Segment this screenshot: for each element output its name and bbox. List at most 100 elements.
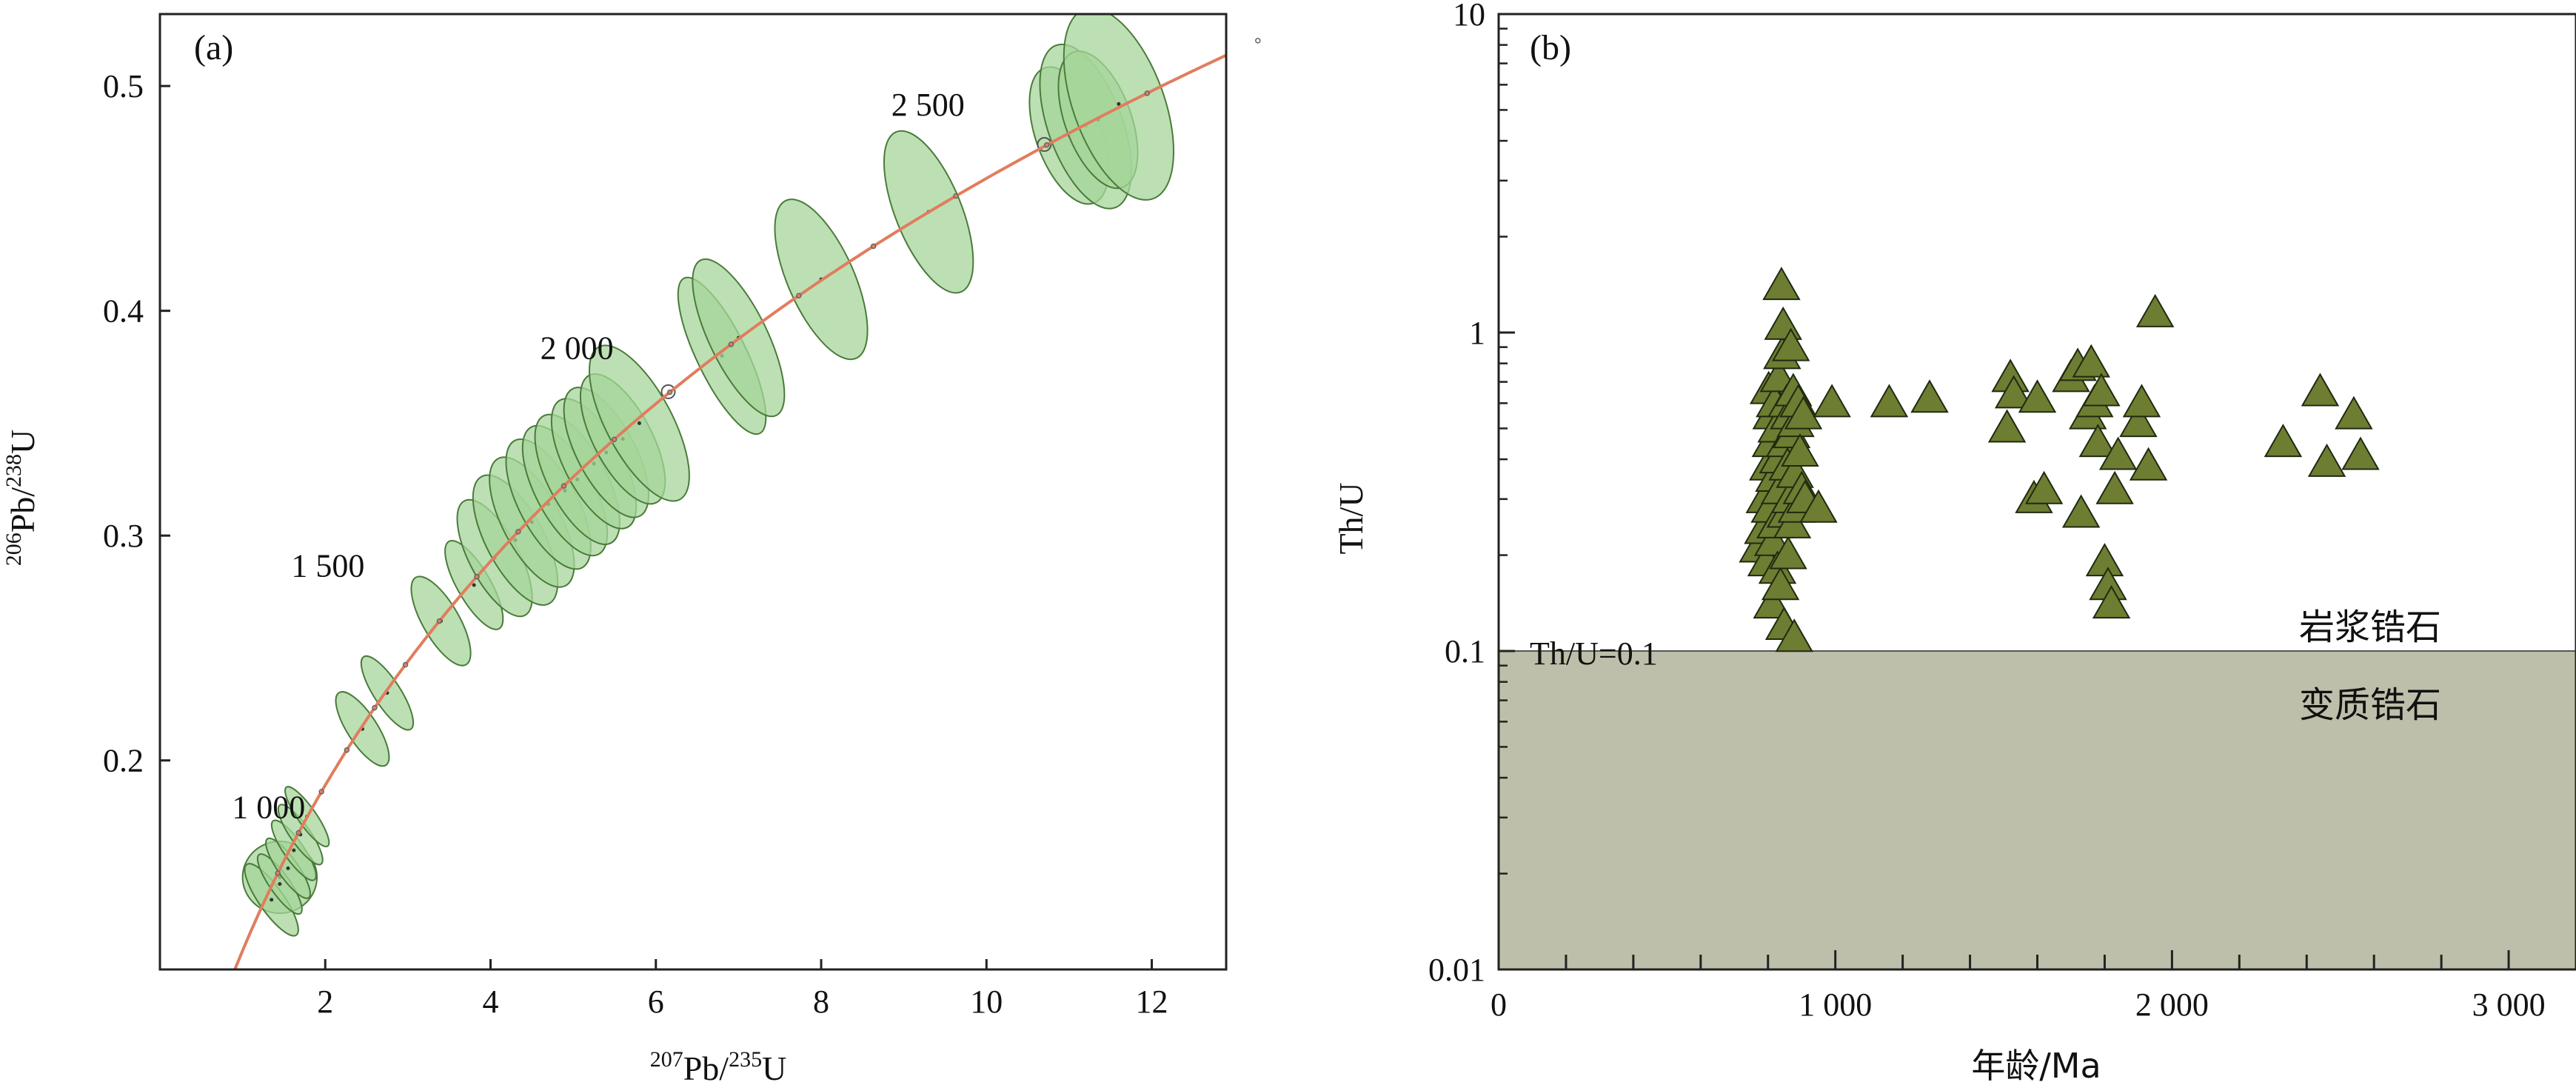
concordia-age-label: 2 000	[541, 330, 614, 367]
metamorphic-zircon-label: 变质锆石	[2299, 684, 2441, 726]
x-tick-label-a: 8	[813, 984, 829, 1020]
th-u-triangle	[2264, 424, 2303, 458]
concordia-age-label: 1 500	[291, 548, 364, 584]
concordia-age-label: 2 500	[891, 87, 965, 123]
y-tick-label-b: 10	[1453, 0, 1485, 33]
th-u-triangle	[2082, 373, 2121, 407]
th-u-triangle	[1764, 306, 1802, 340]
ellipse-center-dot	[286, 866, 290, 870]
th-u-triangle	[1799, 489, 1838, 523]
x-tick-label-a: 10	[970, 984, 1003, 1020]
th-u-triangle	[1813, 384, 1851, 418]
th-u-triangle	[1784, 395, 1823, 430]
ellipse-center-dot	[637, 421, 641, 425]
panel-label-b: (b)	[1530, 28, 1571, 67]
th-u-triangle	[2098, 436, 2138, 470]
concordia-age-mark	[953, 193, 959, 199]
x-axis-title-b: 年龄/Ma	[1971, 1046, 2101, 1085]
th-u-points	[1739, 267, 2380, 652]
y-tick-label-a: 0.5	[103, 68, 144, 104]
concordia-age-mark	[515, 529, 521, 535]
y-axis-title-b: Th/U	[1332, 482, 1370, 554]
y-axis-ticks-a: 0.2 0.3 0.4 0.5	[103, 68, 170, 779]
concordia-age-mark	[1144, 90, 1151, 96]
plot-frame-a	[158, 13, 1228, 971]
panel-label-a: (a)	[194, 28, 233, 67]
concordia-age-mark	[372, 704, 378, 711]
concordia-age-mark	[870, 243, 877, 250]
threshold-label: Th/U=0.1	[1530, 635, 1658, 672]
x-tick-label-a: 4	[483, 984, 499, 1020]
x-axis-ticks-a: 2 4 6 8 10 12	[317, 959, 1168, 1020]
ellipse-center-dot	[270, 898, 274, 902]
y-tick-label-b: 0.1	[1445, 633, 1485, 670]
x-tick-label-b: 2 000	[2135, 986, 2209, 1023]
th-u-triangle	[1987, 409, 2027, 443]
ellipse-center-dot	[472, 583, 476, 587]
concordia-age-mark	[666, 389, 673, 395]
concordia-age-mark	[402, 661, 409, 668]
concordia-age-mark	[436, 618, 443, 624]
y-axis-ticks-b: 0.01 0.1 1 10	[1428, 0, 1515, 988]
y-axis-title-a: 206Pb/238U	[1, 430, 41, 567]
concordia-age-mark	[344, 747, 350, 753]
x-tick-label-a: 2	[317, 984, 333, 1020]
th-u-triangle	[1753, 585, 1791, 619]
th-u-triangle	[1771, 327, 1810, 361]
concordia-age-mark	[275, 870, 281, 876]
x-axis-ticks-b: 0 1 000 2 000 3 000	[1491, 950, 2576, 1023]
x-tick-label-b: 3 000	[2472, 986, 2546, 1023]
concordia-age-labels: 1 000 1 500 2 000 2 500	[232, 38, 1261, 876]
th-u-triangle	[2072, 344, 2110, 378]
y-tick-label-b: 0.01	[1428, 952, 1485, 988]
y-tick-label-a: 0.2	[103, 743, 144, 779]
ellipse-center-dot	[292, 848, 296, 852]
concordia-age-mark	[1043, 142, 1050, 148]
x-tick-label-b: 0	[1491, 986, 1507, 1023]
x-tick-label-a: 6	[648, 984, 664, 1020]
th-u-triangle	[2085, 543, 2124, 577]
x-tick-label-b: 1 000	[1799, 986, 1872, 1023]
concordia-age-mark	[295, 829, 301, 836]
th-u-panel: 0 1 000 2 000 3 000 0.01 0.1 1 10 (b) Th/U=0.1…	[1332, 0, 2576, 1085]
concordia-curve	[233, 53, 1226, 969]
concordia-age-mark	[318, 789, 324, 795]
th-u-triangle	[1781, 433, 1819, 467]
concordia-age-label: 1 000	[232, 789, 305, 825]
concordia-age-mark	[1255, 38, 1261, 44]
th-u-triangle	[1994, 375, 2033, 409]
th-u-triangle	[1910, 379, 1949, 413]
open-circle-marker	[660, 384, 676, 399]
th-u-triangle	[1761, 567, 1800, 601]
th-u-triangle	[2129, 447, 2168, 481]
th-u-triangle	[2307, 443, 2346, 477]
y-tick-label-a: 0.3	[103, 518, 144, 554]
th-u-triangle	[1762, 267, 1801, 301]
th-u-triangle	[2061, 494, 2101, 528]
concordia-age-mark	[474, 573, 480, 580]
x-tick-label-a: 12	[1136, 984, 1168, 1020]
th-u-triangle	[2301, 373, 2340, 407]
th-u-triangle	[2078, 424, 2118, 458]
x-axis-title-a: 207Pb/235U	[650, 1047, 787, 1085]
ellipse-center-dot	[1117, 101, 1121, 106]
concordia-age-mark	[796, 293, 802, 298]
open-circle-marker	[1037, 137, 1052, 153]
concordia-age-mark	[561, 483, 567, 489]
ellipse-center-dot	[278, 882, 282, 887]
y-tick-label-a: 0.4	[103, 293, 144, 330]
concordia-age-mark	[728, 341, 735, 347]
th-u-triangle	[2122, 384, 2161, 418]
th-u-triangle	[2119, 404, 2158, 438]
magmatic-zircon-label: 岩浆锆石	[2299, 607, 2441, 648]
th-u-triangle	[2092, 585, 2131, 619]
th-u-triangle	[2335, 395, 2373, 430]
concordia-age-mark	[611, 436, 618, 443]
th-u-triangle	[1870, 384, 1909, 418]
th-u-triangle	[2341, 436, 2380, 470]
y-tick-label-b: 1	[1469, 315, 1485, 351]
th-u-triangle	[2095, 470, 2134, 504]
th-u-triangle	[1775, 618, 1813, 652]
